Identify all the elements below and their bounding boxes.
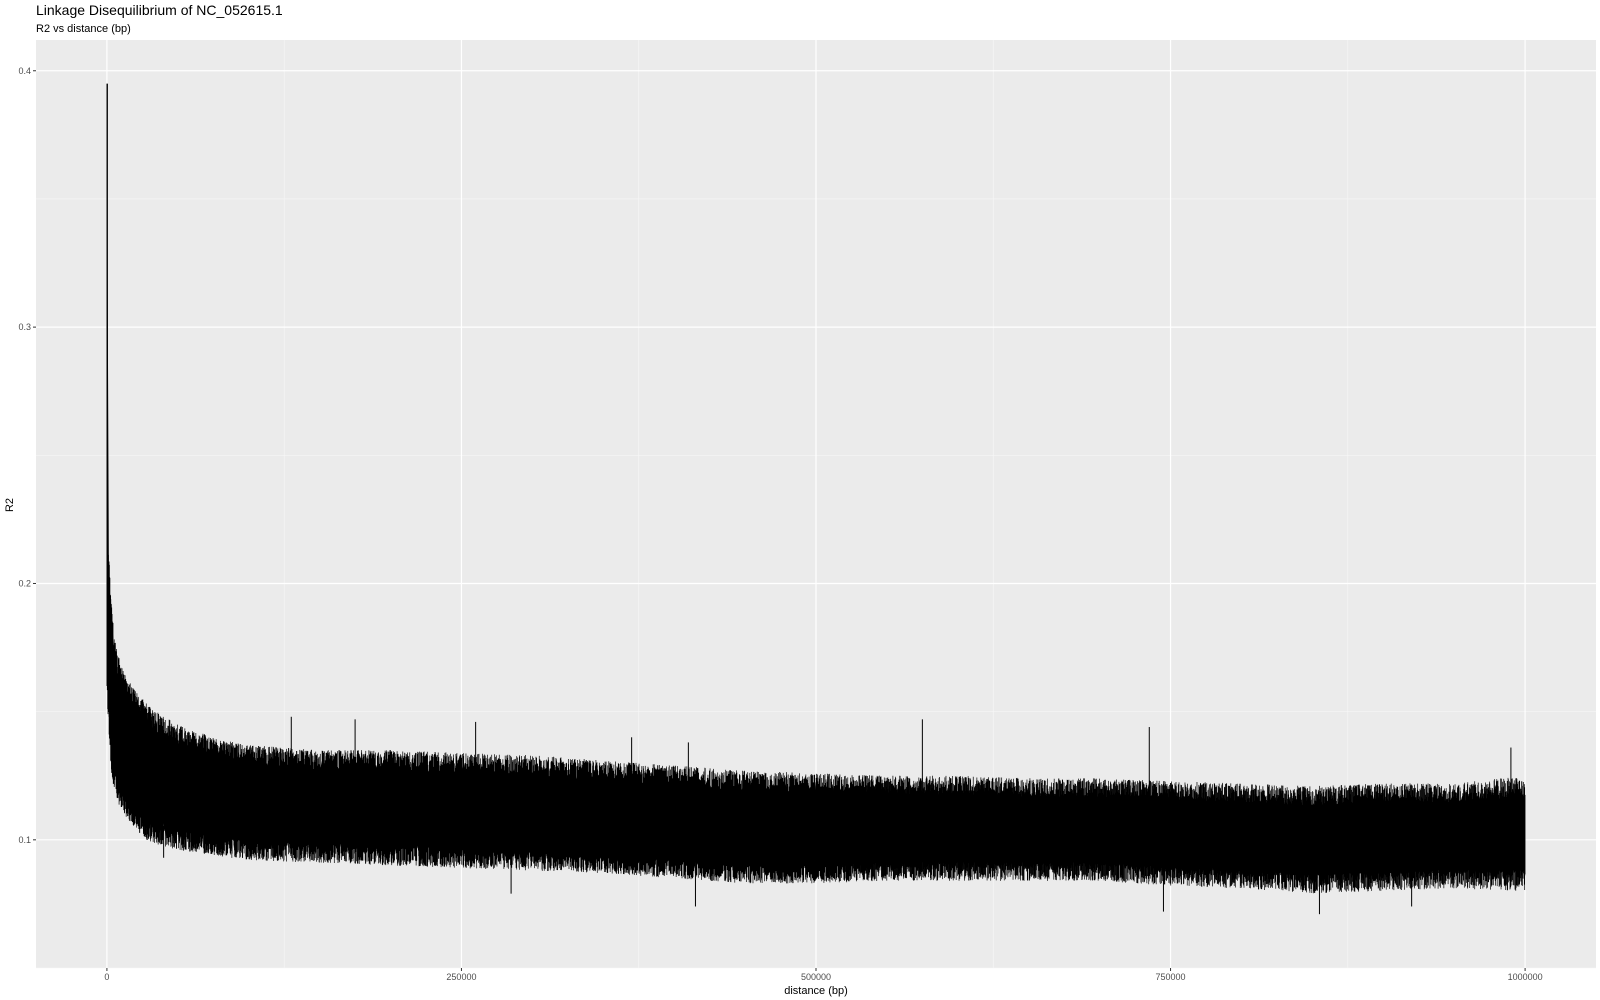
y-tick-label: 0.1 <box>18 835 31 845</box>
x-tick-label: 500000 <box>801 972 831 982</box>
chart-subtitle: R2 vs distance (bp) <box>36 23 131 35</box>
x-tick-label: 0 <box>104 972 109 982</box>
x-tick-label: 750000 <box>1156 972 1186 982</box>
y-axis: 0.1 0.2 0.3 0.4 <box>18 66 36 845</box>
y-tick-label: 0.4 <box>18 66 31 76</box>
y-tick-label: 0.2 <box>18 578 31 588</box>
x-axis: 0 250000 500000 750000 1000000 <box>104 968 1543 982</box>
chart-title: Linkage Disequilibrium of NC_052615.1 <box>36 2 283 18</box>
x-tick-label: 1000000 <box>1508 972 1543 982</box>
y-axis-title: R2 <box>4 498 16 512</box>
x-tick-label: 250000 <box>446 972 476 982</box>
series-layer <box>106 83 1526 915</box>
y-tick-label: 0.3 <box>18 322 31 332</box>
x-axis-title: distance (bp) <box>784 985 848 997</box>
